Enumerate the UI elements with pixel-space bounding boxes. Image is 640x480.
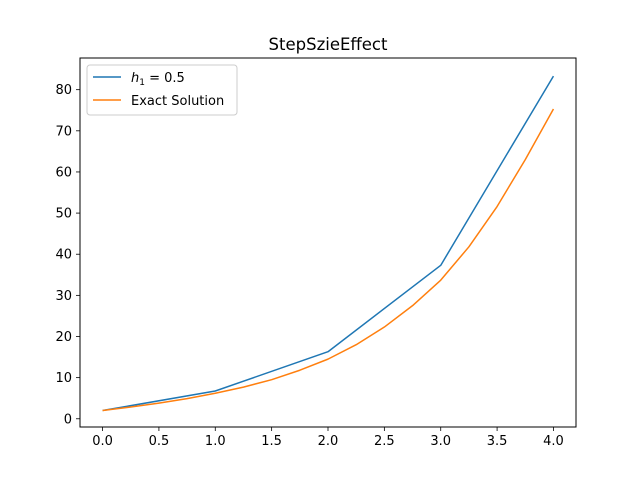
legend-label-h1-main: h	[131, 71, 139, 86]
y-tick-label: 70	[55, 124, 72, 139]
y-tick-label: 40	[55, 248, 72, 263]
plot-area: 0.0 0.5 1.0 1.5 2.0 2.5 3.0 3.5 4.0 0 10 20 30 40 50 60…	[55, 75, 564, 449]
y-tick-label: 10	[55, 371, 72, 386]
series-line-exact-solution	[102, 108, 555, 412]
legend-label-h1: h1 = 0.5	[131, 71, 185, 88]
x-tick-label: 1.0	[205, 434, 226, 449]
legend-label-h1-rest: = 0.5	[145, 71, 185, 86]
y-tick-label: 60	[55, 165, 72, 180]
y-tick-label: 30	[55, 289, 72, 304]
legend: h1 = 0.5 Exact Solution	[86, 64, 238, 116]
x-tick-label: 1.5	[261, 434, 282, 449]
legend-label-exact-solution: Exact Solution	[131, 94, 224, 109]
x-tick-label: 0.0	[92, 434, 113, 449]
y-tick-label: 0	[64, 412, 72, 427]
legend-box	[86, 64, 238, 116]
chart-title: StepSzieEffect	[269, 35, 388, 54]
legend-label-h1-sub: 1	[139, 78, 145, 88]
x-tick-label: 2.5	[374, 434, 395, 449]
x-tick-label: 2.0	[318, 434, 339, 449]
y-tick-label: 80	[55, 83, 72, 98]
y-tick-label: 50	[55, 207, 72, 222]
x-tick-label: 3.0	[430, 434, 451, 449]
x-tick-label: 4.0	[543, 434, 564, 449]
y-tick-label: 20	[55, 330, 72, 345]
axes-frame	[79, 57, 577, 428]
series-line-h-1-0-5	[102, 75, 555, 412]
x-tick-label: 0.5	[149, 434, 170, 449]
x-tick-label: 3.5	[487, 434, 508, 449]
